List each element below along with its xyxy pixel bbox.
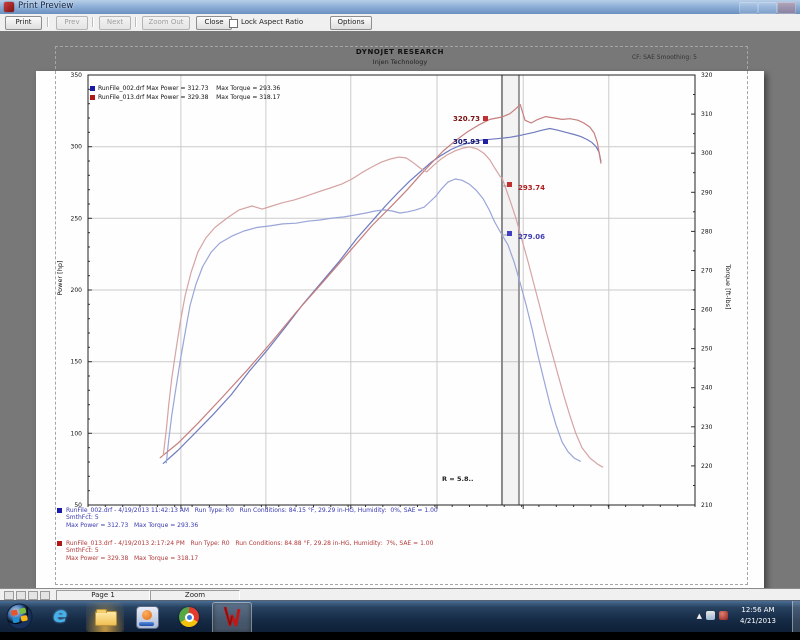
lock-aspect-label: Lock Aspect Ratio [241,18,304,26]
start-orb[interactable] [6,603,33,630]
taskbar-ie[interactable]: e [44,602,82,632]
svg-text:320.73: 320.73 [453,115,480,123]
maximize-button[interactable] [758,2,777,14]
page-thumb-icon[interactable] [40,591,50,600]
taskbar: e ▲ 12:56 AM 4/21/2013 [0,600,800,634]
run-info-line: RunFile_013.drf - 4/19/2013 2:17:24 PM R… [66,540,434,547]
correction-smoothing-label: CF: SAE Smoothing: 5 [631,54,697,61]
svg-text:230: 230 [701,424,713,431]
tray-app-icon[interactable] [719,611,728,620]
report-header-title: DYNOJET RESEARCH [355,48,445,56]
svg-text:R = 5.8..: R = 5.8.. [442,475,473,483]
taskbar-dyno-app[interactable] [212,602,252,634]
close-window-button[interactable] [777,2,796,14]
run-swatch-red [57,541,62,546]
ie-icon: e [53,603,68,627]
svg-text:250: 250 [701,346,713,353]
explorer-folder-icon [95,609,117,626]
minimize-button[interactable] [739,2,758,14]
toolbar-separator [135,17,137,27]
zoom-out-button[interactable]: Zoom Out [142,16,190,30]
run-info-line: Max Power = 312.73 Max Torque = 293.36 [66,522,199,529]
toolbar: Print Prev Next Zoom Out Close Lock Aspe… [0,14,800,32]
chrome-icon [179,607,199,627]
prev-button[interactable]: Prev [56,16,88,30]
taskbar-explorer[interactable] [86,602,124,632]
lock-aspect-checkbox[interactable] [229,19,238,28]
page-thumb-icon[interactable] [16,591,26,600]
svg-text:310: 310 [701,111,713,118]
run-info-line: RunFile_002.drf - 4/19/2013 11:42:13 AM … [66,507,438,514]
svg-text:100: 100 [71,430,83,437]
svg-text:280: 280 [701,228,713,235]
clock-time: 12:56 AM [741,606,775,614]
preview-workspace [0,31,800,619]
legend-text: RunFile_002.drf Max Power = 312.73 Max T… [98,85,281,92]
chart-legend: RunFile_002.drf Max Power = 312.73 Max T… [90,84,280,102]
next-button[interactable]: Next [99,16,131,30]
svg-text:Power [hp]: Power [hp] [56,260,64,295]
run-info-line: SmthFct: 5 [66,514,99,521]
svg-text:290: 290 [701,189,713,196]
window-titlebar[interactable]: Print Preview [0,0,800,14]
svg-text:300: 300 [71,144,83,151]
options-button[interactable]: Options [330,16,372,30]
svg-text:300: 300 [701,150,713,157]
run-info-line: Max Power = 329.38 Max Torque = 318.17 [66,555,199,562]
window-title: Print Preview [18,1,74,11]
taskbar-clock[interactable]: 12:56 AM 4/21/2013 [730,605,786,627]
svg-text:279.06: 279.06 [518,233,545,241]
page-thumb-icon[interactable] [28,591,38,600]
dyno-app-icon [223,606,241,627]
svg-text:200: 200 [71,287,83,294]
legend-swatch-red [90,95,95,100]
svg-text:260: 260 [701,307,713,314]
tray-up-arrow[interactable]: ▲ [696,611,702,620]
svg-text:Torque [ft-lbs]: Torque [ft-lbs] [724,263,732,309]
legend-swatch-blue [90,86,95,91]
page-margin-dashed-border [55,46,748,585]
svg-text:240: 240 [701,385,713,392]
run-info-line: SmthFct: 5 [66,547,99,554]
svg-text:270: 270 [701,268,713,275]
app-icon [4,2,14,12]
svg-text:150: 150 [71,359,83,366]
tray-status-icon[interactable] [706,611,715,620]
print-preview-page [36,71,764,619]
taskbar-wmp[interactable] [128,602,166,632]
legend-text: RunFile_013.drf Max Power = 329.38 Max T… [98,94,281,101]
run-swatch-blue [57,508,62,513]
legend-row-red: RunFile_013.drf Max Power = 329.38 Max T… [90,93,280,102]
svg-text:250: 250 [71,215,83,222]
svg-text:305.93: 305.93 [453,138,480,146]
legend-row-blue: RunFile_002.drf Max Power = 312.73 Max T… [90,84,280,93]
taskbar-chrome[interactable] [170,602,208,632]
print-button[interactable]: Print [5,16,42,30]
clock-date: 4/21/2013 [740,617,776,625]
svg-text:50: 50 [74,502,82,509]
system-tray[interactable]: ▲ [697,611,728,620]
screen-bottom-edge [0,632,800,640]
page-thumb-icon[interactable] [4,591,14,600]
toolbar-separator [92,17,94,27]
svg-text:220: 220 [701,463,713,470]
show-desktop-button[interactable] [792,601,800,633]
report-header-subtitle: Injen Technology [372,58,428,66]
toolbar-separator [47,17,49,27]
svg-text:210: 210 [701,502,713,509]
svg-text:320: 320 [701,72,713,79]
wmp-icon [136,606,159,629]
svg-text:350: 350 [71,72,83,79]
svg-text:293.74: 293.74 [518,184,545,192]
